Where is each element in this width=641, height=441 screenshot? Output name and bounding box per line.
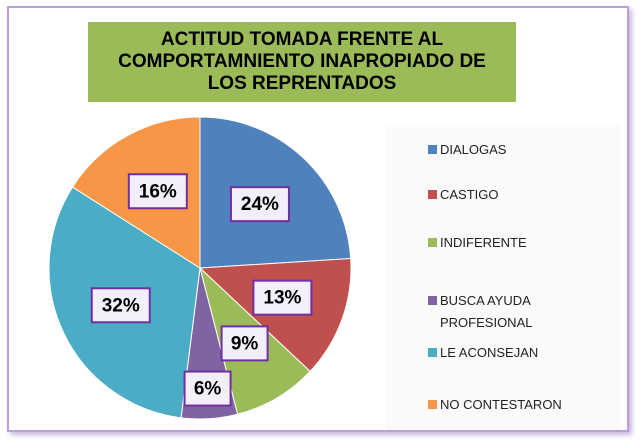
data-label-box (183, 370, 232, 407)
legend-swatch (428, 238, 437, 247)
data-label-box (229, 186, 290, 223)
data-label: 6% (194, 379, 222, 400)
legend-swatch (428, 145, 437, 154)
data-label: 16% (139, 181, 177, 202)
legend-item: DIALOGAS (428, 139, 620, 161)
legend-label: CASTIGO (440, 187, 499, 202)
legend-swatch (428, 348, 437, 357)
legend-label: NO CONTESTARON (440, 397, 562, 412)
data-label: 32% (102, 295, 140, 316)
data-label: 9% (231, 333, 259, 354)
data-label-box (220, 325, 269, 362)
data-label-box (90, 287, 151, 324)
data-label-box (127, 173, 188, 210)
data-label: 13% (263, 288, 301, 309)
chart-title: ACTITUD TOMADA FRENTE AL COMPORTAMNIENTO… (88, 22, 516, 102)
legend-label: LE ACONSEJAN (440, 345, 539, 360)
legend-swatch (428, 190, 437, 199)
legend-item: CASTIGO (428, 184, 620, 206)
data-label: 24% (241, 194, 279, 215)
legend-label: DIALOGAS (440, 142, 507, 157)
legend-item: LE ACONSEJAN (428, 342, 620, 364)
legend-item: BUSCA AYUDA PROFESIONAL (428, 290, 620, 334)
data-label-box (252, 279, 313, 316)
legend-item: INDIFERENTE (428, 232, 620, 254)
legend-item: NO CONTESTARON (428, 394, 620, 416)
legend-swatch (428, 400, 437, 409)
legend-label: INDIFERENTE (440, 235, 527, 250)
legend: DIALOGAS CASTIGO INDIFERENTE BUSCA AYUDA PR… (386, 125, 620, 430)
legend-label: BUSCA AYUDA PROFESIONAL (440, 293, 533, 330)
legend-swatch (428, 296, 437, 305)
